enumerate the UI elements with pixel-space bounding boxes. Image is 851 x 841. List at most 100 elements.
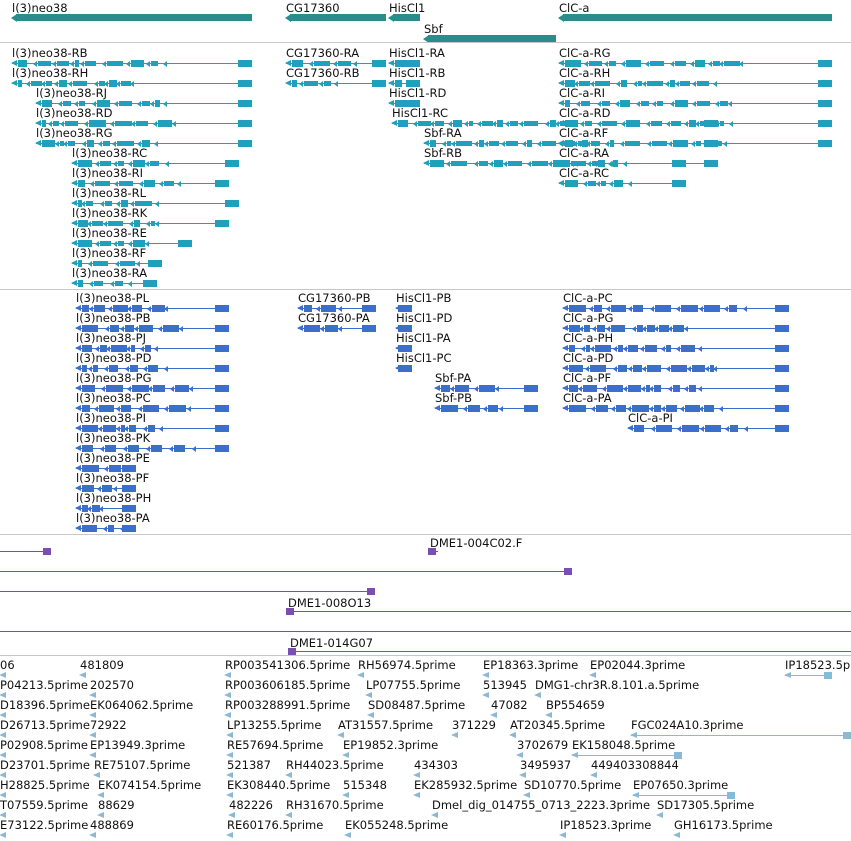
est-glyph[interactable] [431,809,442,823]
transcript-glyph[interactable] [71,217,229,231]
clone-glyph[interactable] [0,625,851,639]
est-glyph[interactable] [89,829,100,841]
est-glyph[interactable] [482,689,493,703]
est-glyph[interactable] [0,709,8,723]
gene-glyph[interactable] [558,12,832,26]
est-glyph[interactable] [413,789,424,803]
transcript-glyph[interactable] [395,342,412,356]
est-glyph[interactable] [559,829,570,841]
transcript-glyph[interactable] [71,257,162,271]
transcript-glyph[interactable] [71,237,192,251]
transcript-glyph[interactable] [558,177,686,191]
clone-glyph[interactable] [0,565,572,579]
est-glyph[interactable] [490,709,500,723]
transcript-glyph[interactable] [558,137,832,151]
est-glyph[interactable] [630,729,851,743]
transcript-glyph[interactable] [395,322,412,336]
transcript-glyph[interactable] [388,77,420,91]
transcript-glyph[interactable] [562,362,789,376]
est-glyph[interactable] [226,789,237,803]
transcript-glyph[interactable] [71,157,239,171]
transcript-glyph[interactable] [75,442,229,456]
transcript-glyph[interactable] [75,362,229,376]
est-glyph[interactable] [519,769,530,783]
transcript-glyph[interactable] [388,97,420,111]
transcript-glyph[interactable] [75,482,136,496]
transcript-glyph[interactable] [35,97,252,111]
transcript-glyph[interactable] [71,197,239,211]
clone-glyph[interactable] [428,545,438,559]
transcript-glyph[interactable] [35,117,252,131]
est-glyph[interactable] [342,789,353,803]
est-glyph[interactable] [89,709,100,723]
transcript-glyph[interactable] [562,342,789,356]
transcript-glyph[interactable] [395,362,412,376]
est-glyph[interactable] [0,729,8,743]
transcript-glyph[interactable] [627,422,789,436]
transcript-glyph[interactable] [11,77,252,91]
est-glyph[interactable] [589,669,600,683]
est-glyph[interactable] [516,749,527,763]
est-glyph[interactable] [226,749,236,763]
est-glyph[interactable] [344,829,355,841]
est-glyph[interactable] [365,689,376,703]
transcript-glyph[interactable] [75,382,229,396]
est-glyph[interactable] [97,789,108,803]
transcript-glyph[interactable] [75,422,229,436]
est-glyph[interactable] [571,749,682,763]
est-glyph[interactable] [482,669,492,683]
est-glyph[interactable] [285,809,296,823]
est-glyph[interactable] [97,809,108,823]
transcript-glyph[interactable] [75,302,229,316]
transcript-glyph[interactable] [75,342,229,356]
transcript-glyph[interactable] [562,382,789,396]
transcript-glyph[interactable] [297,302,376,316]
transcript-glyph[interactable] [562,322,789,336]
est-glyph[interactable] [0,769,8,783]
transcript-glyph[interactable] [558,117,832,131]
est-glyph[interactable] [226,829,237,841]
transcript-glyph[interactable] [388,57,420,71]
est-glyph[interactable] [545,709,556,723]
transcript-glyph[interactable] [297,322,376,336]
transcript-glyph[interactable] [558,157,686,171]
est-glyph[interactable] [656,809,667,823]
gene-glyph[interactable] [11,12,252,26]
clone-glyph[interactable] [0,585,375,599]
est-glyph[interactable] [0,669,6,683]
est-glyph[interactable] [784,669,832,683]
est-glyph[interactable] [226,729,236,743]
transcript-glyph[interactable] [558,97,832,111]
transcript-glyph[interactable] [434,402,538,416]
est-glyph[interactable] [337,729,346,743]
est-glyph[interactable] [0,689,8,703]
transcript-glyph[interactable] [395,302,412,316]
est-glyph[interactable] [451,729,462,743]
transcript-glyph[interactable] [75,502,136,516]
transcript-glyph[interactable] [558,57,832,71]
transcript-glyph[interactable] [75,402,229,416]
est-glyph[interactable] [523,789,534,803]
transcript-glyph[interactable] [71,177,229,191]
transcript-glyph[interactable] [434,382,538,396]
transcript-glyph[interactable] [285,77,386,91]
transcript-glyph[interactable] [11,57,252,71]
gene-glyph[interactable] [388,12,420,26]
est-glyph[interactable] [89,729,100,743]
est-glyph[interactable] [0,749,8,763]
est-glyph[interactable] [79,669,88,683]
gene-glyph[interactable] [423,33,556,47]
transcript-glyph[interactable] [75,322,229,336]
est-glyph[interactable] [342,749,352,763]
est-glyph[interactable] [0,829,8,841]
est-glyph[interactable] [534,689,545,703]
transcript-glyph[interactable] [75,462,136,476]
est-glyph[interactable] [0,789,8,803]
est-glyph[interactable] [224,709,234,723]
est-glyph[interactable] [357,669,367,683]
transcript-glyph[interactable] [562,402,789,416]
clone-glyph[interactable] [286,605,851,619]
est-glyph[interactable] [228,809,239,823]
est-glyph[interactable] [413,769,423,783]
est-glyph[interactable] [285,769,296,783]
